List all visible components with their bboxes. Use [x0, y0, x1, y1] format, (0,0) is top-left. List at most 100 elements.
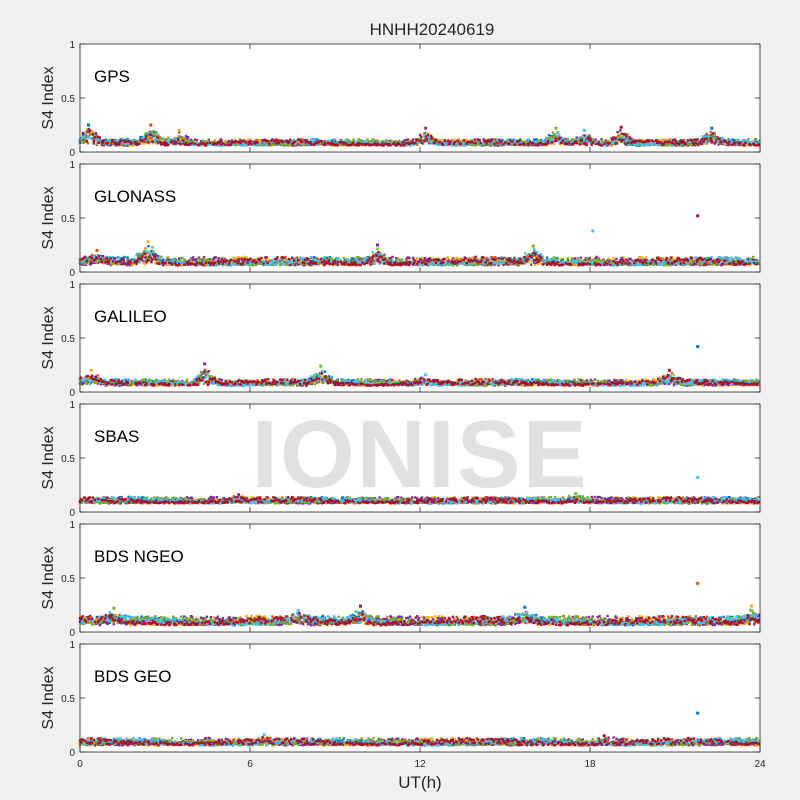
data-point: [643, 142, 646, 146]
data-point: [630, 137, 633, 140]
data-point: [352, 138, 355, 141]
data-point: [435, 142, 439, 146]
data-point: [426, 133, 430, 137]
data-point: [663, 144, 667, 147]
data-point: [178, 131, 181, 134]
data-point: [312, 140, 316, 144]
peak-point: [424, 126, 428, 130]
y-tick-label: 1: [69, 40, 75, 51]
data-point: [288, 140, 291, 143]
data-point: [547, 134, 551, 137]
data-point: [268, 142, 271, 146]
data-point: [308, 141, 312, 144]
data-point: [511, 140, 514, 143]
data-point: [420, 141, 424, 145]
data-point: [127, 140, 130, 143]
data-point: [167, 256, 170, 259]
data-point: [151, 140, 154, 143]
data-point: [528, 260, 531, 264]
data-point: [416, 143, 419, 146]
data-point: [369, 140, 372, 143]
data-point: [721, 138, 724, 141]
data-point: [498, 138, 501, 141]
data-point: [533, 138, 536, 141]
data-point: [154, 138, 157, 141]
data-point: [637, 142, 640, 145]
data-point: [173, 139, 176, 142]
data-point: [688, 140, 692, 144]
data-point: [237, 255, 240, 259]
data-point: [204, 144, 208, 147]
data-point: [579, 256, 582, 259]
data-point: [284, 143, 287, 146]
data-point: [193, 142, 197, 145]
data-point: [677, 143, 681, 146]
peak-point: [710, 126, 714, 130]
data-point: [100, 140, 103, 143]
data-point: [153, 133, 156, 136]
data-point: [325, 139, 329, 143]
data-point: [151, 131, 154, 134]
data-point: [136, 143, 139, 146]
data-point: [303, 143, 307, 147]
data-point: [140, 136, 143, 139]
data-point: [389, 144, 392, 147]
data-point: [444, 143, 448, 146]
data-point: [144, 137, 147, 140]
data-point: [290, 144, 293, 147]
data-point: [147, 140, 150, 144]
data-point: [276, 139, 279, 142]
data-point: [291, 142, 294, 146]
data-point: [341, 144, 344, 147]
data-point: [425, 138, 429, 141]
data-point: [429, 135, 433, 139]
data-point: [184, 138, 188, 141]
data-point: [197, 143, 201, 147]
data-point: [180, 143, 183, 146]
data-point: [673, 138, 677, 141]
data-point: [585, 143, 588, 147]
data-point: [153, 139, 156, 142]
data-point: [348, 139, 351, 143]
data-point: [186, 139, 190, 143]
data-point: [551, 136, 555, 140]
data-point: [438, 141, 442, 144]
data-point: [230, 139, 233, 142]
data-point: [229, 143, 232, 147]
data-point: [553, 133, 557, 136]
data-point: [177, 138, 180, 141]
data-point: [651, 139, 654, 142]
data-point: [440, 139, 444, 143]
data-point: [716, 136, 719, 139]
data-point: [149, 134, 152, 138]
data-point: [588, 134, 591, 137]
data-point: [100, 143, 103, 147]
data-point: [453, 140, 457, 144]
data-point: [621, 136, 624, 139]
data-point: [496, 141, 499, 144]
data-point: [734, 141, 737, 144]
data-point: [299, 143, 302, 146]
data-point: [462, 139, 465, 142]
data-point: [414, 141, 417, 145]
data-point: [277, 142, 280, 145]
data-point: [167, 136, 170, 139]
data-point: [479, 141, 482, 145]
data-point: [525, 141, 528, 144]
data-point: [720, 137, 723, 140]
data-point: [588, 135, 591, 138]
data-point: [646, 142, 649, 145]
data-point: [159, 140, 162, 144]
data-point: [181, 136, 185, 140]
data-point: [124, 142, 127, 145]
data-point: [277, 143, 280, 146]
data-point: [164, 144, 167, 147]
data-point: [174, 137, 177, 140]
data-point: [629, 257, 632, 260]
data-point: [455, 144, 458, 147]
data-point: [579, 137, 582, 140]
data-point: [709, 134, 712, 137]
data-point: [391, 141, 394, 144]
